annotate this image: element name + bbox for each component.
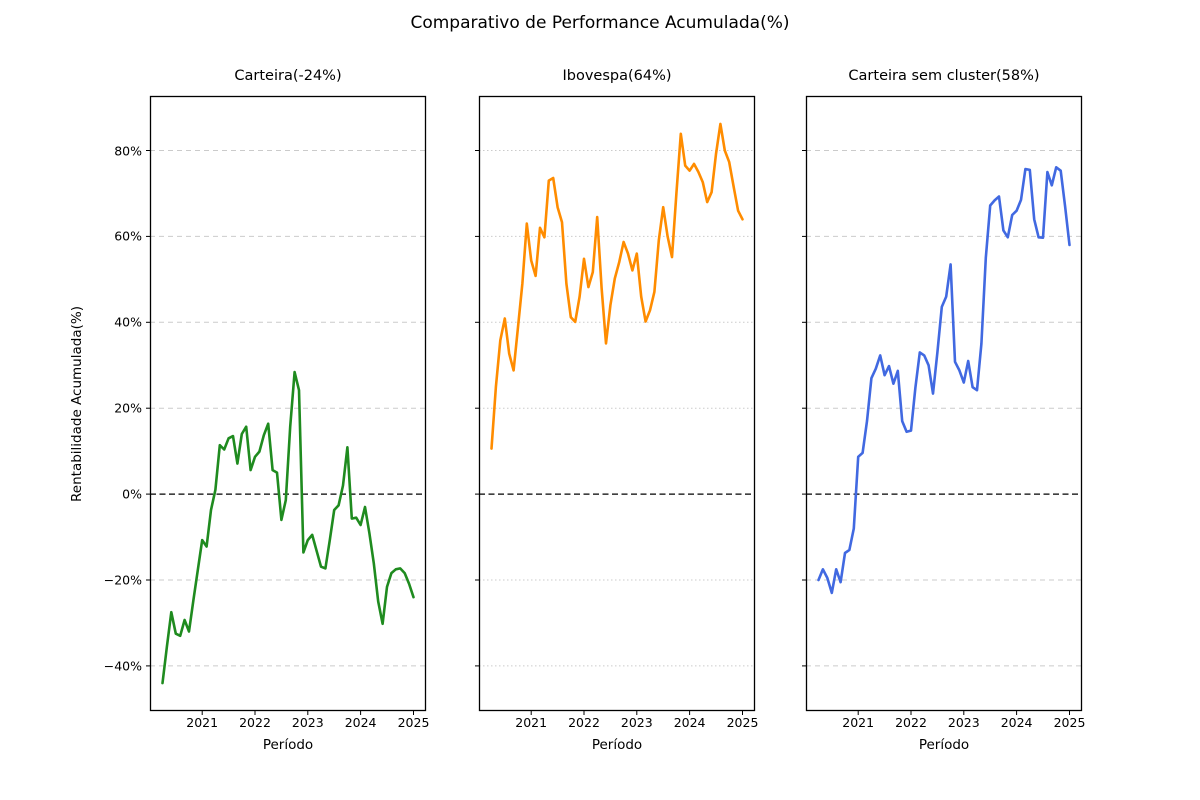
y-tick-label: 20% <box>114 400 142 416</box>
chart-svg-ibovespa <box>475 95 756 715</box>
chart-svg-carteira <box>146 95 427 715</box>
y-tick-label: 40% <box>114 314 142 330</box>
x-tick-label: 2021 <box>842 715 875 730</box>
x-axis-label-carteira-sem-cluster: Período <box>918 737 970 753</box>
x-tick-label: 2022 <box>239 715 271 730</box>
chart-svg-carteira-sem-cluster <box>802 95 1083 715</box>
y-tick-label: 80% <box>114 143 142 158</box>
plot-border <box>149 95 427 712</box>
x-tick-label: 2024 <box>1000 715 1033 730</box>
x-axis-label-ibovespa: Período <box>591 737 643 753</box>
x-tick-label: 2022 <box>895 715 927 730</box>
subplot-title-carteira-sem-cluster: Carteira sem cluster(58%) <box>848 68 1040 84</box>
x-tick-label: 2023 <box>620 715 653 730</box>
x-tick-labels-carteira: 2021 2022 2023 2024 2025 <box>150 715 429 733</box>
y-tick-label: −20% <box>103 572 142 588</box>
y-tick-label: −40% <box>103 658 142 674</box>
figure-title: Comparativo de Performance Acumulada(%) <box>410 13 790 33</box>
x-tick-label: 2025 <box>397 715 430 730</box>
x-axis-label-carteira: Período <box>262 737 314 753</box>
x-tick-label: 2022 <box>568 715 600 730</box>
x-tick-label: 2024 <box>673 715 706 730</box>
x-tick-labels-ibovespa: 2021 2022 2023 2024 2025 <box>479 715 758 733</box>
y-tick-label: 0% <box>122 486 142 502</box>
x-tick-label: 2023 <box>291 715 324 730</box>
x-tick-label: 2024 <box>344 715 377 730</box>
x-tick-labels-carteira-sem-cluster: 2021 2022 2023 2024 2025 <box>806 715 1085 733</box>
series-line-carteira-sem-cluster <box>817 166 1071 595</box>
x-tick-label: 2021 <box>186 715 219 730</box>
y-tick-labels: 80% 60% 40% 20% 0% −20% −40% <box>58 96 142 711</box>
x-tick-label: 2023 <box>947 715 980 730</box>
plot-area-carteira-sem-cluster <box>802 95 1083 715</box>
plot-border <box>478 95 756 712</box>
series-line-ibovespa <box>490 122 744 450</box>
y-tick-label: 60% <box>114 228 142 244</box>
x-tick-label: 2025 <box>726 715 759 730</box>
plot-area-ibovespa <box>475 95 756 715</box>
x-tick-label: 2021 <box>515 715 548 730</box>
plot-border <box>805 95 1083 712</box>
x-tick-label: 2025 <box>1053 715 1086 730</box>
subplot-title-ibovespa: Ibovespa(64%) <box>562 68 672 84</box>
series-line-carteira <box>161 370 415 685</box>
plot-area-carteira <box>146 95 427 715</box>
subplot-title-carteira: Carteira(-24%) <box>234 68 342 84</box>
